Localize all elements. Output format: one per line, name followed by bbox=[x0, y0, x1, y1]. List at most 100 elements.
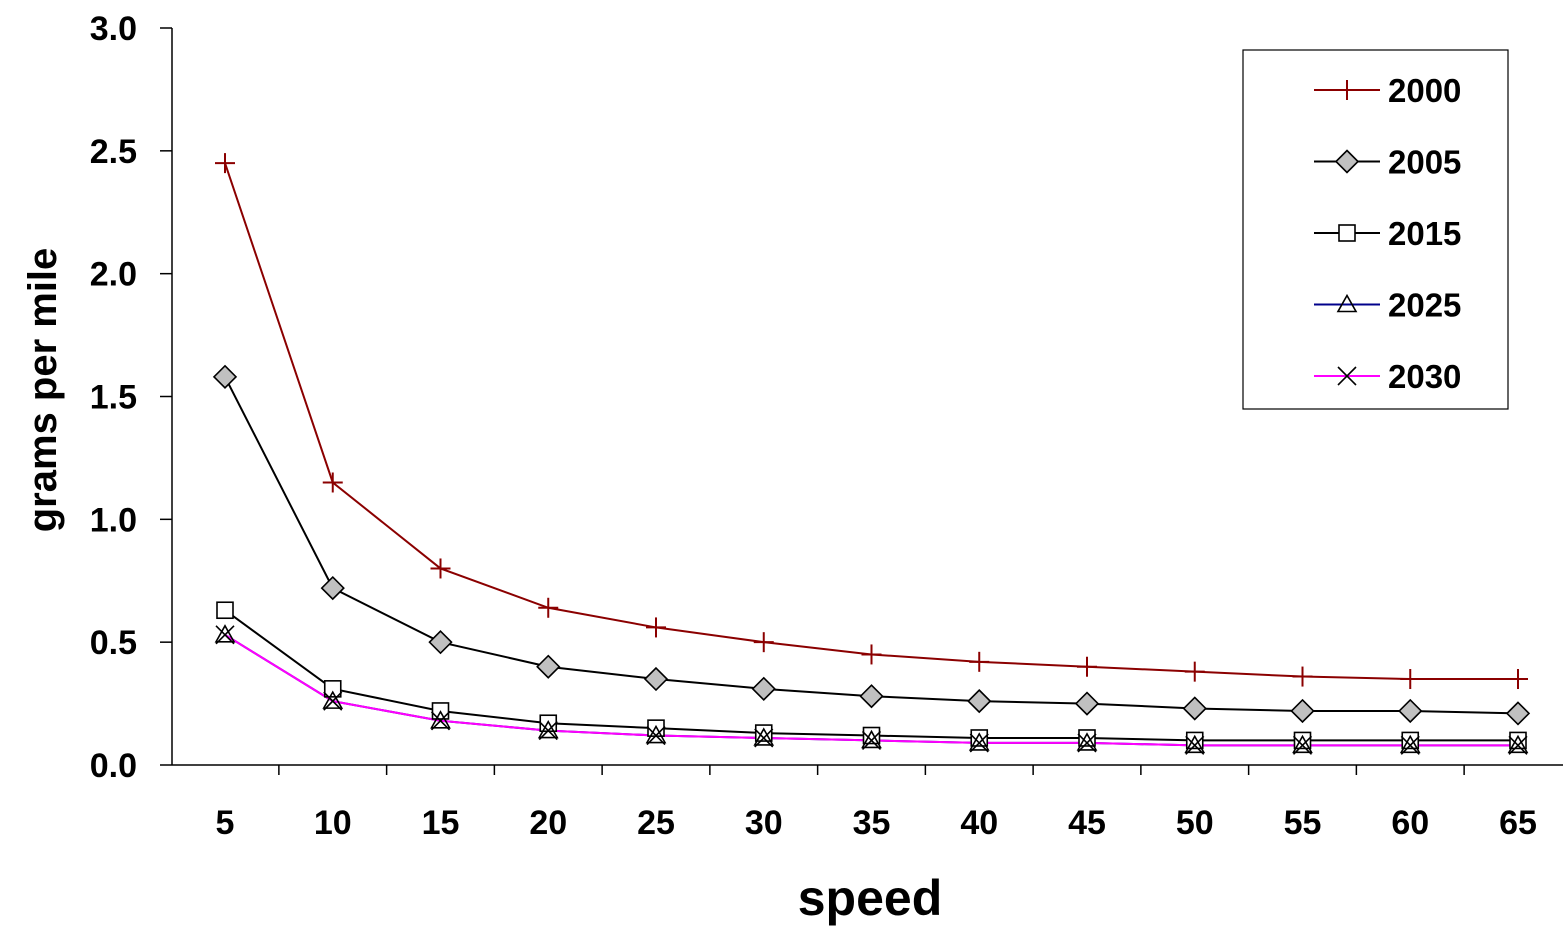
x-tick-label: 40 bbox=[960, 804, 998, 842]
data-point bbox=[216, 601, 234, 620]
data-point bbox=[1508, 735, 1528, 755]
legend-item-2005: 2005 bbox=[1314, 144, 1461, 181]
data-point bbox=[969, 733, 989, 753]
data-point bbox=[214, 624, 236, 643]
x-axis-title: speed bbox=[798, 870, 943, 926]
data-point bbox=[322, 690, 344, 709]
x-tick-label: 5 bbox=[216, 804, 235, 842]
data-point bbox=[969, 651, 990, 672]
y-tick-label: 0.0 bbox=[90, 747, 137, 785]
y-axis-ticks: 0.0 0.5 1.0 1.5 2.0 2.5 3.0 bbox=[90, 10, 172, 785]
legend-item-2025: 2025 bbox=[1314, 287, 1461, 324]
series-markers-2015 bbox=[216, 601, 1527, 750]
legend-label: 2005 bbox=[1388, 144, 1461, 181]
data-point bbox=[1184, 661, 1205, 682]
data-point bbox=[1292, 735, 1313, 755]
data-point bbox=[215, 153, 235, 174]
series-line-2015 bbox=[224, 609, 1518, 742]
legend-marker bbox=[1337, 80, 1357, 100]
series-markers-2025 bbox=[214, 624, 1529, 754]
data-point bbox=[753, 632, 774, 653]
data-point bbox=[859, 684, 884, 709]
legend: 2000 2005 2015 2025 2030 bbox=[1242, 49, 1509, 410]
data-point bbox=[428, 630, 453, 655]
data-point bbox=[1292, 666, 1313, 687]
data-point bbox=[754, 728, 774, 748]
legend-marker bbox=[1334, 149, 1360, 174]
legend-label: 2000 bbox=[1388, 72, 1461, 109]
x-tick-label: 65 bbox=[1499, 804, 1537, 842]
data-point bbox=[537, 719, 559, 739]
data-point bbox=[1399, 734, 1421, 754]
legend-marker bbox=[1338, 224, 1356, 242]
data-point bbox=[212, 364, 238, 389]
data-point bbox=[1184, 734, 1206, 754]
x-axis-ticks: 5 10 15 20 25 30 35 40 45 50 55 60 65 bbox=[216, 765, 1537, 842]
data-point bbox=[968, 732, 990, 751]
data-point bbox=[645, 724, 667, 744]
data-point bbox=[861, 730, 882, 750]
legend-item-2030: 2030 bbox=[1314, 358, 1461, 395]
data-point bbox=[536, 654, 561, 679]
y-tick-label: 2.0 bbox=[90, 256, 137, 294]
legend-item-2015: 2015 bbox=[1314, 215, 1461, 252]
data-point bbox=[1292, 734, 1313, 754]
x-tick-label: 35 bbox=[853, 804, 891, 842]
legend-label: 2025 bbox=[1388, 287, 1461, 324]
series-layer bbox=[212, 153, 1531, 755]
data-point bbox=[323, 691, 343, 711]
data-point bbox=[1507, 734, 1529, 754]
y-tick-label: 2.5 bbox=[90, 133, 137, 171]
legend-marker bbox=[1336, 293, 1358, 313]
x-tick-label: 45 bbox=[1068, 804, 1106, 842]
data-point bbox=[1076, 732, 1098, 751]
x-tick-label: 15 bbox=[422, 804, 460, 842]
data-point bbox=[751, 676, 776, 701]
data-point bbox=[1400, 669, 1421, 690]
data-point bbox=[861, 729, 882, 749]
data-point bbox=[430, 558, 451, 579]
x-tick-label: 25 bbox=[637, 804, 675, 842]
series-markers-2030 bbox=[215, 625, 1528, 755]
data-point bbox=[1077, 656, 1097, 677]
y-tick-label: 1.0 bbox=[90, 501, 137, 539]
series-markers-2000 bbox=[215, 153, 1528, 690]
data-point bbox=[1077, 733, 1097, 753]
x-tick-label: 50 bbox=[1176, 804, 1214, 842]
legend-marker bbox=[1337, 366, 1357, 386]
data-point bbox=[1400, 735, 1420, 755]
data-point bbox=[861, 644, 882, 665]
y-tick-label: 0.5 bbox=[90, 624, 137, 662]
x-tick-label: 20 bbox=[529, 804, 567, 842]
data-point bbox=[1398, 698, 1423, 724]
data-point bbox=[646, 725, 666, 746]
data-point bbox=[1508, 669, 1528, 690]
data-point bbox=[322, 472, 343, 493]
y-tick-label: 1.5 bbox=[90, 379, 137, 417]
data-point bbox=[1074, 691, 1100, 716]
plot-area: 0.00.51.01.52.02.53.0 5 10 15 20 25 30 35 40 45 5… bbox=[90, 10, 1563, 842]
data-point bbox=[1290, 698, 1315, 724]
y-tick-label: 3.0 bbox=[90, 10, 137, 48]
legend-label: 2015 bbox=[1388, 215, 1461, 252]
legend-label: 2030 bbox=[1388, 358, 1461, 395]
series-markers-2005 bbox=[212, 364, 1531, 726]
data-point bbox=[323, 680, 342, 698]
data-point bbox=[320, 575, 345, 601]
data-point bbox=[215, 625, 235, 645]
data-point bbox=[1505, 701, 1531, 726]
data-point bbox=[646, 617, 666, 638]
x-tick-label: 55 bbox=[1284, 804, 1322, 842]
data-point bbox=[967, 688, 992, 714]
series-2015 bbox=[224, 609, 1518, 742]
legend-items: 2000 2005 2015 2025 2030 bbox=[1314, 72, 1461, 395]
data-point bbox=[643, 666, 669, 692]
legend-item-2000: 2000 bbox=[1314, 72, 1461, 109]
data-point bbox=[1185, 735, 1205, 755]
x-tick-label: 30 bbox=[745, 804, 783, 842]
y-axis-title: grams per mile bbox=[21, 248, 65, 533]
data-point bbox=[430, 710, 451, 729]
data-point bbox=[538, 597, 559, 618]
data-point bbox=[1182, 696, 1207, 721]
